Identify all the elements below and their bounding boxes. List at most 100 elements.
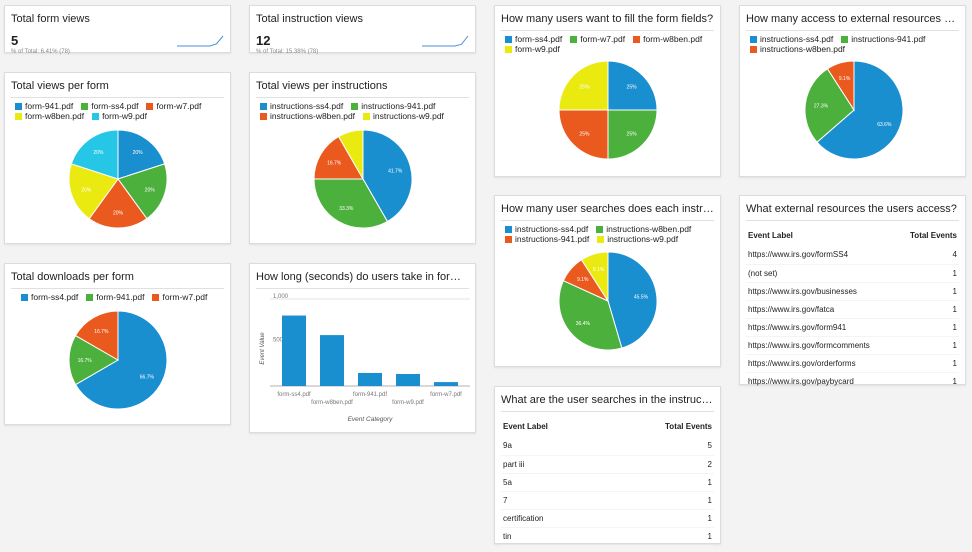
legend-item[interactable]: form-w8ben.pdf (15, 111, 84, 121)
slice-label: 36.4% (576, 321, 591, 327)
pie-slice[interactable] (362, 129, 413, 223)
legend-swatch (260, 102, 267, 110)
legend-item[interactable]: form-w9.pdf (92, 111, 147, 121)
row-label: https://www.irs.gov/formSS4 (746, 246, 898, 265)
pie-slice[interactable] (74, 310, 119, 361)
pie-chart: 45.5% 36.4% 9.1% 9.1% (558, 251, 658, 356)
legend-label: instructions-w8ben.pdf (760, 44, 846, 54)
card-title: Total downloads per form (11, 271, 134, 283)
slice-label: 66.7% (140, 375, 155, 381)
x-tick-label: form-w9.pdf (392, 400, 424, 406)
legend-item[interactable]: instructions-ss4.pdf (750, 34, 833, 44)
row-value: 1 (605, 473, 714, 492)
card-title: Total views per form (11, 80, 109, 92)
pie-slice[interactable] (816, 60, 904, 160)
legend-item[interactable]: form-w7.pdf (146, 101, 201, 111)
pie-slice[interactable] (580, 251, 609, 303)
legend-item[interactable]: instructions-w9.pdf (597, 234, 678, 244)
legend-item[interactable]: form-ss4.pdf (21, 292, 78, 302)
bar[interactable] (320, 335, 344, 386)
column-header-label[interactable]: Event Label (748, 231, 793, 240)
row-value: 5 (605, 437, 714, 456)
bar[interactable] (396, 373, 420, 386)
pie-slice[interactable] (313, 178, 389, 229)
legend-swatch (21, 293, 28, 301)
pie-slice[interactable] (558, 279, 623, 351)
pie-slice[interactable] (88, 178, 148, 229)
metric-value: 5 (11, 33, 19, 48)
pie-slice[interactable] (70, 129, 119, 180)
pie-slice[interactable] (607, 251, 658, 349)
column-header-value[interactable]: Total Events (665, 422, 712, 431)
pie-slice[interactable] (826, 60, 855, 112)
pie-slice[interactable] (117, 163, 168, 220)
pie-slice[interactable] (804, 68, 855, 143)
chart-legend: instructions-ss4.pdf instructions-w8ben.p… (495, 221, 720, 244)
bar[interactable] (434, 382, 458, 386)
downloads-per-form-card: Total downloads per form form-ss4.pdf for… (4, 263, 231, 425)
pie-slice[interactable] (337, 129, 364, 181)
legend-item[interactable]: form-941.pdf (15, 101, 73, 111)
row-value: 1 (897, 336, 959, 355)
legend-item[interactable]: form-w8ben.pdf (633, 34, 702, 44)
legend-label: form-ss4.pdf (91, 101, 139, 111)
legend-item[interactable]: form-ss4.pdf (505, 34, 562, 44)
legend-label: form-941.pdf (25, 101, 74, 111)
bar[interactable] (358, 372, 382, 386)
legend-swatch (15, 112, 22, 120)
slice-label: 33.3% (339, 206, 354, 212)
legend-item[interactable]: form-941.pdf (86, 292, 144, 302)
pie-slice[interactable] (68, 163, 119, 220)
legend-swatch (570, 35, 578, 43)
legend-label: form-w8ben.pdf (25, 111, 85, 121)
row-label: (not set) (746, 264, 898, 283)
legend-item[interactable]: instructions-941.pdf (505, 234, 589, 244)
row-value: 1 (605, 509, 714, 528)
legend-item[interactable]: instructions-w8ben.pdf (750, 44, 845, 54)
legend-item[interactable]: instructions-ss4.pdf (260, 101, 343, 111)
slice-label: 9.1% (593, 267, 605, 273)
pie-slice[interactable] (68, 334, 119, 386)
divider (501, 30, 714, 31)
legend-item[interactable]: instructions-941.pdf (351, 101, 435, 111)
legend-swatch (633, 35, 641, 43)
legend-item[interactable]: form-w7.pdf (570, 34, 625, 44)
legend-item[interactable]: form-w7.pdf (152, 292, 207, 302)
legend-item[interactable]: form-w9.pdf (505, 44, 560, 54)
pie-slice[interactable] (558, 60, 609, 111)
legend-item[interactable]: instructions-ss4.pdf (505, 224, 588, 234)
legend-item[interactable]: form-ss4.pdf (81, 101, 138, 111)
fill-fields-card: How many users want to fill the form fie… (494, 5, 721, 177)
slice-label: 16.7% (327, 160, 342, 166)
slice-label: 16.7% (78, 358, 93, 364)
legend-label: form-w8ben.pdf (643, 34, 703, 44)
legend-item[interactable]: instructions-w8ben.pdf (596, 224, 691, 234)
legend-item[interactable]: instructions-w8ben.pdf (260, 111, 355, 121)
pie-svg: 63.6% 27.3% 9.1% (804, 60, 904, 160)
column-header-value[interactable]: Total Events (910, 231, 957, 240)
pie-slice[interactable] (313, 135, 364, 180)
metric-subtitle: % of Total: 15.38% (78) (256, 49, 319, 55)
divider (11, 288, 224, 289)
legend-label: form-ss4.pdf (515, 34, 563, 44)
pie-slice[interactable] (74, 310, 168, 410)
row-label: tin (501, 527, 606, 546)
row-value: 1 (897, 372, 959, 391)
legend-label: instructions-w8ben.pdf (606, 224, 692, 234)
card-title: How many user searches does each instruc… (501, 203, 720, 215)
row-value: 1 (897, 300, 959, 319)
legend-label: instructions-941.pdf (851, 34, 926, 44)
bar[interactable] (282, 315, 306, 386)
pie-slice[interactable] (558, 109, 609, 160)
legend-item[interactable]: instructions-941.pdf (841, 34, 925, 44)
legend-label: instructions-ss4.pdf (515, 224, 589, 234)
pie-svg: 20% 20% 20% 20% 20% (68, 129, 168, 229)
pie-slice[interactable] (607, 60, 658, 111)
legend-item[interactable]: instructions-w9.pdf (363, 111, 444, 121)
column-header-label[interactable]: Event Label (503, 422, 548, 431)
pie-slice[interactable] (607, 109, 658, 160)
table-row: https://www.irs.gov/paybycard 1 (746, 372, 959, 391)
row-label: https://www.irs.gov/fatca (746, 300, 898, 319)
slice-label: 25% (579, 132, 590, 138)
pie-slice[interactable] (117, 129, 166, 180)
